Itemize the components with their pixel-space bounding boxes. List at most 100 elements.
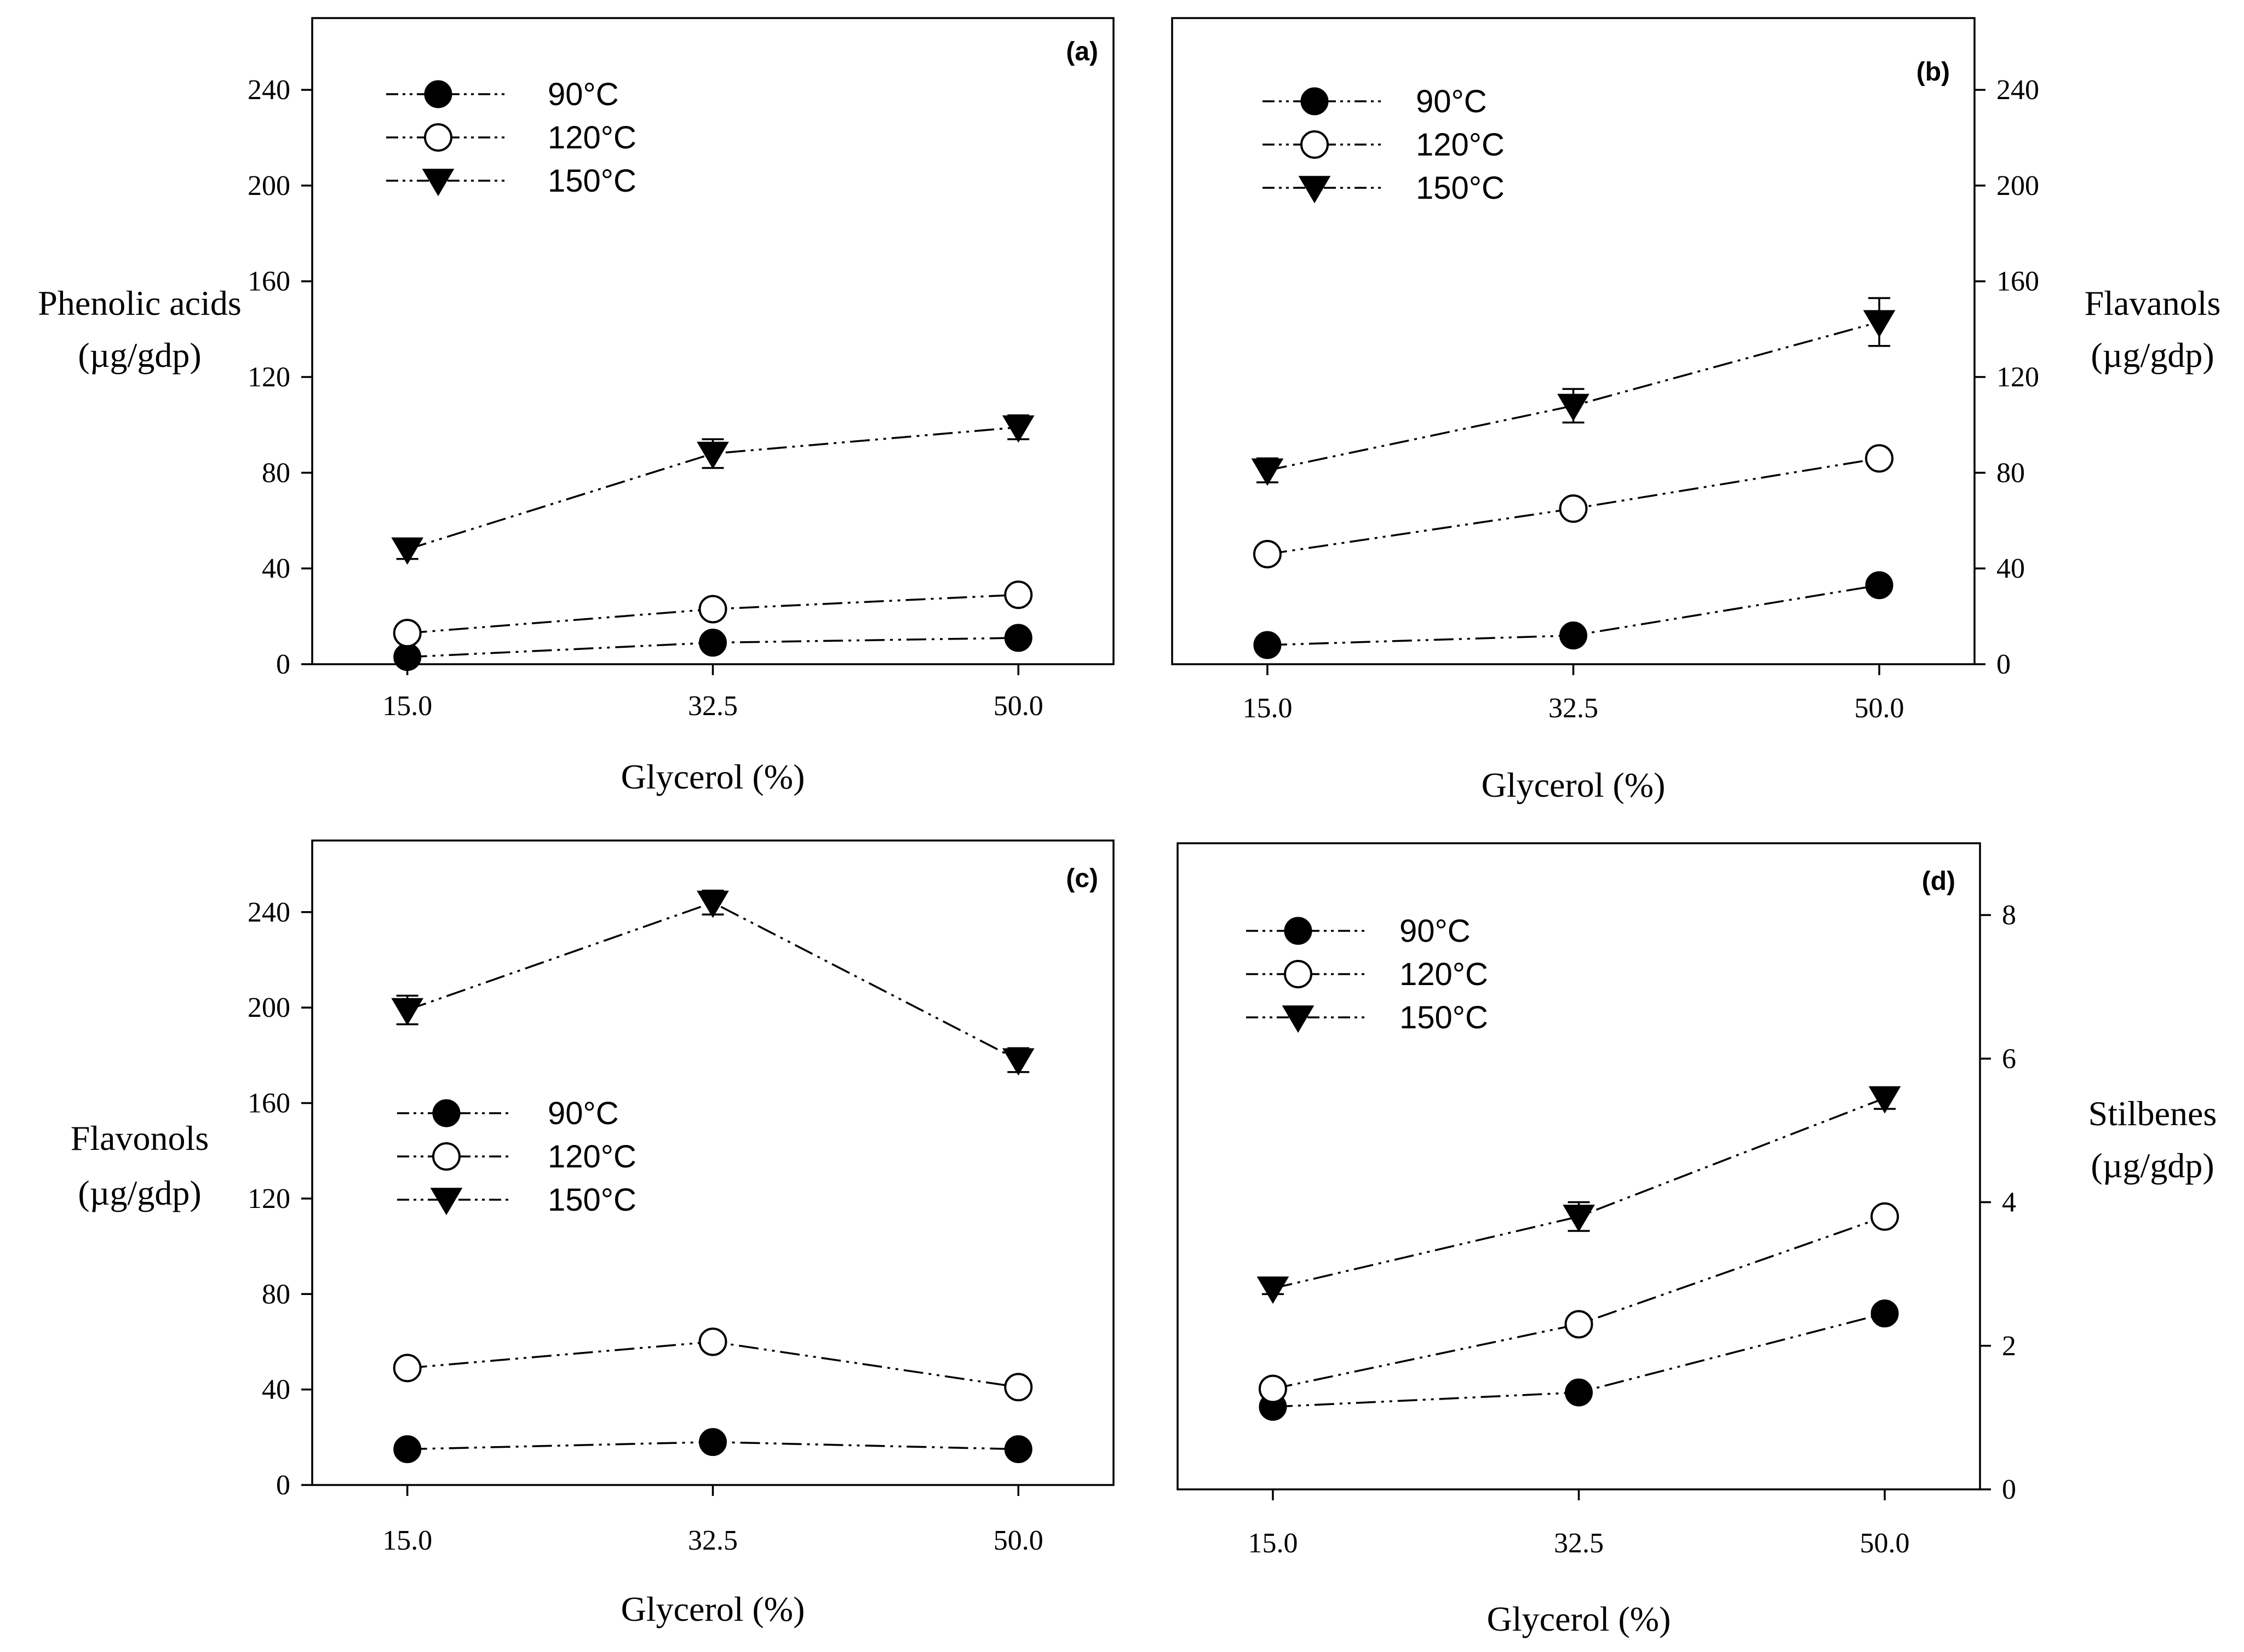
legend-label: 150°C xyxy=(1416,170,1505,206)
y-tick-label: 120 xyxy=(248,1183,290,1214)
data-point xyxy=(699,629,727,657)
y-tick-label: 40 xyxy=(262,553,290,584)
x-tick-label: 15.0 xyxy=(1248,1528,1298,1559)
series-0 xyxy=(1253,571,1893,659)
series-1 xyxy=(1258,1202,1899,1403)
data-point xyxy=(1865,571,1893,600)
x-tick-label: 32.5 xyxy=(688,1525,738,1556)
legend-label: 90°C xyxy=(1399,913,1471,949)
x-tick-label: 32.5 xyxy=(688,690,738,722)
data-point xyxy=(391,537,424,565)
series-1 xyxy=(393,1327,1033,1402)
legend-label: 120°C xyxy=(1416,127,1505,163)
x-axis-title: Glycerol (%) xyxy=(621,757,805,796)
data-point xyxy=(1865,444,1894,473)
y-tick-label: 160 xyxy=(1996,266,2039,297)
data-point xyxy=(1563,1205,1595,1232)
y-tick-label: 4 xyxy=(2002,1187,2016,1218)
chart-panel-1: 0 40 80 120 160 200 240 15.0 32.5 50.0 Glycerol (%… xyxy=(38,17,1115,796)
series-line xyxy=(1272,1097,1885,1290)
x-tick-label: 15.0 xyxy=(1242,693,1292,724)
x-tick-label: 50.0 xyxy=(1860,1528,1910,1559)
legend-marker xyxy=(432,1099,461,1127)
y-tick-label: 8 xyxy=(2002,900,2016,931)
series-0 xyxy=(1259,1299,1899,1421)
x-tick-label: 32.5 xyxy=(1554,1528,1604,1559)
data-point xyxy=(1258,1374,1287,1403)
x-axis-title: Glycerol (%) xyxy=(1487,1599,1671,1638)
legend-marker xyxy=(424,123,452,152)
x-axis-title: Glycerol (%) xyxy=(621,1590,805,1628)
y-tick-label: 6 xyxy=(2002,1043,2016,1074)
y-tick-label: 160 xyxy=(248,266,290,297)
plot-frame xyxy=(311,17,1115,665)
x-tick-label: 50.0 xyxy=(1855,693,1904,724)
legend-label: 90°C xyxy=(1416,84,1487,119)
y-tick-label: 160 xyxy=(248,1088,290,1119)
series-2 xyxy=(1251,297,1896,486)
x-tick-label: 50.0 xyxy=(994,1525,1043,1556)
series-2 xyxy=(1256,1086,1901,1304)
chart-panel-2: 0 40 80 120 160 200 240 15.0 32.5 50.0 Glycerol (%… xyxy=(1171,17,2220,804)
y-tick-label: 120 xyxy=(1996,362,2039,393)
data-point xyxy=(698,595,727,624)
y-axis-title: (µg/gdp) xyxy=(78,336,201,375)
y-axis-title: (µg/gdp) xyxy=(78,1173,201,1212)
data-point xyxy=(697,890,729,918)
data-point xyxy=(393,1354,422,1383)
data-point xyxy=(1559,621,1587,650)
legend-marker xyxy=(1284,960,1312,988)
y-axis-title: Flavonols xyxy=(71,1119,209,1158)
y-tick-label: 40 xyxy=(1996,553,2025,584)
data-point xyxy=(1004,1435,1032,1464)
data-point xyxy=(699,1428,727,1457)
data-point xyxy=(1004,1373,1033,1402)
panel-label: (b) xyxy=(1916,57,1950,87)
y-tick-label: 200 xyxy=(248,170,290,202)
legend-label: 90°C xyxy=(548,77,619,112)
y-axis-title: Stilbenes xyxy=(2088,1094,2217,1133)
x-tick-label: 15.0 xyxy=(382,690,432,722)
legend-label: 150°C xyxy=(548,163,636,199)
y-tick-label: 80 xyxy=(262,457,290,488)
y-tick-label: 0 xyxy=(276,649,290,680)
series-2 xyxy=(391,889,1035,1076)
data-point xyxy=(1870,1202,1899,1231)
y-axis-title: (µg/gdp) xyxy=(2091,336,2214,375)
y-tick-label: 0 xyxy=(1996,649,2011,680)
x-axis-title: Glycerol (%) xyxy=(1482,765,1666,804)
series-1 xyxy=(1253,444,1894,568)
y-tick-label: 0 xyxy=(276,1470,290,1501)
data-point xyxy=(698,1327,727,1356)
legend: 90°C 120°C 150°C xyxy=(1246,913,1488,1035)
data-point xyxy=(1251,458,1284,486)
legend-label: 150°C xyxy=(548,1182,636,1218)
data-point xyxy=(1557,394,1589,422)
series-2 xyxy=(391,414,1035,565)
x-tick-label: 50.0 xyxy=(994,690,1043,722)
legend-marker xyxy=(1282,1005,1315,1033)
data-point xyxy=(1565,1378,1593,1407)
chart-panel-4: 0 2 4 6 8 15.0 32.5 50.0 Glycerol (%) Stilbenes (µ… xyxy=(1176,842,2217,1638)
series-0 xyxy=(393,1428,1032,1464)
y-tick-label: 0 xyxy=(2002,1474,2016,1505)
y-tick-label: 240 xyxy=(1996,74,2039,106)
legend: 90°C 120°C 150°C xyxy=(386,77,636,199)
data-point xyxy=(1863,310,1896,338)
legend-marker xyxy=(1284,917,1312,945)
panel-label: (c) xyxy=(1066,864,1098,893)
series-line xyxy=(407,901,1019,1061)
data-point xyxy=(1559,494,1588,523)
data-point xyxy=(697,441,729,469)
legend-marker xyxy=(1300,130,1329,159)
data-point xyxy=(1253,539,1282,568)
series-1 xyxy=(393,580,1033,648)
y-tick-label: 200 xyxy=(248,992,290,1023)
data-point xyxy=(1002,415,1035,443)
data-point xyxy=(391,998,424,1026)
legend-marker xyxy=(1300,87,1329,116)
legend: 90°C 120°C 150°C xyxy=(397,1096,636,1218)
x-tick-label: 15.0 xyxy=(382,1525,432,1556)
legend-label: 120°C xyxy=(548,1139,636,1175)
